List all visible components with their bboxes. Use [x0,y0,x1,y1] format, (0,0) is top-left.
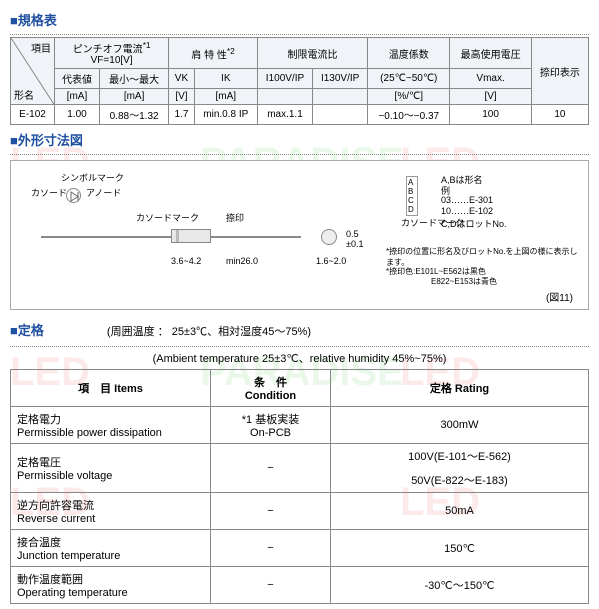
ratings-row: 逆方向許容電流Reverse current − 50mA [11,493,589,530]
ambient-en: (Ambient temperature 25±3℃、relative humi… [10,350,589,366]
h-ratio: 制限電流比 [257,38,367,69]
h-marking: 捺印表示 [531,38,588,105]
divider [10,346,589,347]
spec-table: 項目 形名 ピンチオフ電流*1VF=10[V] 肩 特 性*2 制限電流比 温度… [10,37,589,125]
h-pinchoff: ピンチオフ電流 [73,44,143,55]
ratings-row: 動作温度範囲Operating temperature − -30℃～150℃ [11,567,589,604]
ambient-jp: (周囲温度 ： 25±3℃、相対湿度45～75%) [107,326,311,338]
diode-symbol [66,188,81,203]
ratings-title: ■定格 [10,320,44,339]
lead-left [41,236,171,238]
lead-right [211,236,301,238]
diode-body [171,229,211,243]
ratings-row: 定格電圧Permissible voltage − 100V(E-101～E-5… [11,444,589,469]
fig-label: (図11) [546,289,573,304]
spec-title: ■規格表 [10,10,589,29]
h-maxvolt: 最高使用電圧 [450,38,531,69]
diagram-title: ■外形寸法図 [10,130,589,149]
spec-row: E-102 1.00 0.88～1.32 1.7 min.0.8 IP max.… [11,105,589,125]
ratings-row: 接合温度Junction temperature − 150℃ [11,530,589,567]
rh-rating: 定格 Rating [331,370,589,407]
rh-item: 項 目 Items [11,370,211,407]
end-view [321,229,337,245]
ratings-table: 項 目 Items 条 件Condition 定格 Rating 定格電力Per… [10,369,589,604]
h-tempcoef: 温度係数 [368,38,450,69]
divider [10,34,589,35]
h-shoulder: 肩 特 性 [191,50,227,61]
marking-box: ABCD [406,176,418,216]
divider [10,154,589,155]
diagram-box: シンボルマーク カソード アノード カソードマーク 捺印 3.6~4.2 min… [10,160,589,310]
ratings-row: 定格電力Permissible power dissipation *1 基板実… [11,407,589,444]
